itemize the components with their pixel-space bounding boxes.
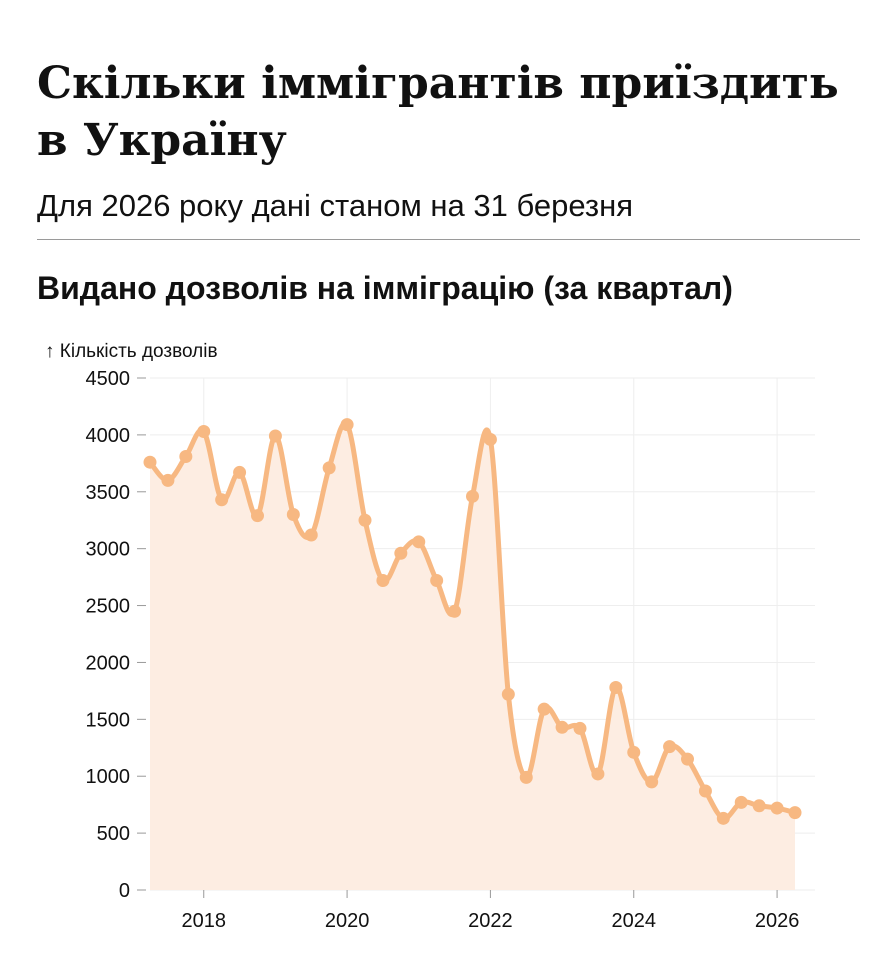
y-tick-label: 3500 <box>86 482 131 504</box>
data-point <box>197 424 211 438</box>
data-point <box>143 455 157 469</box>
data-point <box>233 465 247 479</box>
data-point <box>519 770 533 784</box>
x-tick-label: 2026 <box>755 910 800 932</box>
data-point <box>268 429 282 443</box>
data-point <box>483 432 497 446</box>
data-point <box>161 473 175 487</box>
data-point <box>734 795 748 809</box>
data-point <box>358 513 372 527</box>
page-title: Скільки іммігрантів приїздить в Україну <box>37 58 839 166</box>
data-point <box>770 801 784 815</box>
data-point <box>466 489 479 503</box>
data-point <box>537 702 551 716</box>
y-tick-label: 500 <box>97 823 130 845</box>
y-tick-label: 1500 <box>86 709 131 731</box>
data-point <box>573 721 587 735</box>
y-tick-label: 4500 <box>86 368 131 390</box>
y-tick-label: 3000 <box>86 539 131 561</box>
data-point <box>448 604 462 618</box>
x-axis: 2018 2020 2022 2024 2026 <box>182 890 800 932</box>
data-point <box>179 450 193 464</box>
data-point <box>663 740 677 754</box>
chart-title: Видано дозволів на імміграцію (за кварта… <box>37 270 733 306</box>
data-point <box>322 461 336 475</box>
data-point <box>681 752 694 766</box>
data-point <box>627 745 641 759</box>
y-tick-label: 4000 <box>86 425 131 447</box>
data-point <box>591 767 605 781</box>
y-tick-label: 0 <box>119 880 130 902</box>
data-point <box>645 775 659 789</box>
data-point <box>788 806 802 820</box>
data-point <box>286 508 300 522</box>
data-point <box>752 799 766 813</box>
data-point <box>609 680 623 694</box>
y-tick-label: 1000 <box>86 766 131 788</box>
divider <box>37 239 860 240</box>
data-point <box>340 418 354 432</box>
data-point <box>716 811 730 825</box>
x-tick-label: 2022 <box>468 910 513 932</box>
y-tick-label: 2000 <box>86 652 131 674</box>
x-tick-label: 2020 <box>325 910 370 932</box>
data-point <box>376 574 390 588</box>
data-point <box>430 574 444 588</box>
page-subtitle: Для 2026 року дані станом на 31 березня <box>37 188 634 223</box>
x-tick-label: 2024 <box>612 910 657 932</box>
data-point <box>555 720 569 734</box>
data-point <box>394 546 408 560</box>
data-point <box>412 535 426 549</box>
immigration-permits-chart: ↑ Кількість дозволів 0 500 1000 1500 2000 250… <box>45 341 815 932</box>
data-point <box>501 687 515 701</box>
y-axis: 0 500 1000 1500 2000 2500 3000 3500 4000 4500 <box>86 368 146 902</box>
series-line <box>147 420 798 821</box>
data-point <box>251 509 264 523</box>
points-layer <box>143 418 802 825</box>
data-point <box>215 493 229 507</box>
data-point <box>304 528 318 542</box>
y-tick-label: 2500 <box>86 596 131 618</box>
x-tick-label: 2018 <box>182 910 227 932</box>
data-point <box>698 784 712 798</box>
y-axis-label: ↑ Кількість дозволів <box>45 341 218 362</box>
